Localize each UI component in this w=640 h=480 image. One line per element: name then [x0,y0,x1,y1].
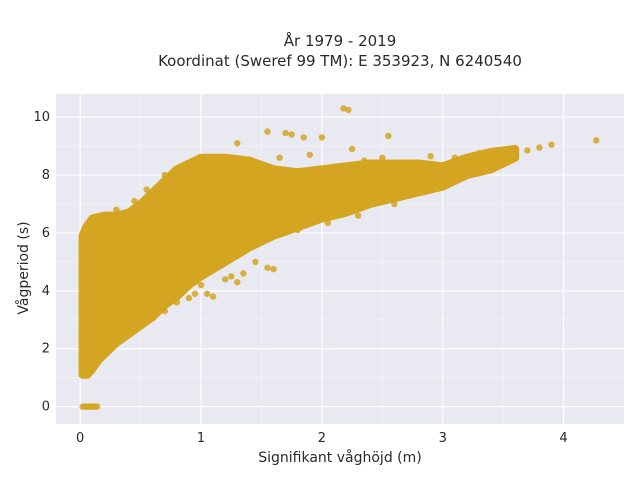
scatter-point [536,144,543,151]
scatter-point [276,154,283,161]
scatter-points [79,105,600,410]
y-tick-label: 4 [42,284,50,299]
x-axis-label: Signifikant våghöjd (m) [258,449,421,466]
scatter-point [385,132,392,140]
scatter-point [101,213,108,221]
scatter-point [300,134,307,141]
scatter-point [234,278,241,286]
scatter-point [427,153,434,160]
scatter-point [221,276,229,283]
chart-title-line-2: Koordinat (Sweref 99 TM): E 353923, N 62… [158,52,522,70]
x-tick-label: 1 [197,431,205,446]
scatter-point [282,129,289,137]
scatter-point [107,218,114,225]
scatter-point [173,299,181,306]
scatter-point [340,105,347,112]
scatter-point [149,315,156,322]
dense-point-region [78,145,520,379]
scatter-point [360,157,368,164]
scatter-point [228,273,235,280]
scatter-point [348,145,356,153]
scatter-point [179,163,187,170]
scatter-point [86,229,94,237]
scatter-point [354,212,362,219]
scatter-point [593,137,600,144]
scatter-point [288,131,295,138]
scatter-point [451,154,459,161]
scatter-point [113,206,120,213]
scatter-point [161,307,168,315]
scatter-point [197,281,205,289]
x-tick-label: 4 [559,431,567,446]
scatter-point [131,197,138,205]
scatter-point [264,128,271,135]
y-tick-label: 10 [33,110,50,125]
y-tick-label: 0 [42,400,50,415]
x-tick-label: 2 [318,431,326,446]
scatter-point [379,154,386,161]
scatter-point [143,186,150,193]
scatter-point [209,293,217,300]
scatter-point [270,265,277,273]
scatter-point [191,290,199,297]
scatter-point [548,141,555,148]
scatter-point [185,294,193,302]
scatter-point [161,171,168,179]
x-tick-label: 3 [439,431,447,446]
chart-title-line-1: År 1979 - 2019 [284,31,397,50]
scatter-point [318,134,326,141]
scatter-point [524,147,531,154]
scatter-point [83,403,90,410]
scatter-point [93,403,101,410]
scatter-point [294,226,301,234]
scatter-point-cloud [78,145,520,379]
scatter-point [87,403,95,410]
scatter-point [264,264,271,271]
scatter-point [345,106,352,114]
y-tick-label: 8 [42,168,50,183]
scatter-point [203,290,211,297]
scatter-point [391,200,398,208]
scatter-point [240,270,247,277]
axis-ticks: 0 1 2 3 4 0 2 4 6 8 10 [33,110,567,446]
scatter-point [324,219,332,227]
scatter-point [306,151,313,158]
scatter-point [234,140,241,147]
scatter-point [475,150,483,157]
y-tick-label: 6 [42,226,50,241]
x-tick-label: 0 [76,431,84,446]
y-axis-label: Vågperiod (s) [15,221,32,314]
scatter-point [252,258,259,266]
y-tick-label: 2 [42,342,50,357]
